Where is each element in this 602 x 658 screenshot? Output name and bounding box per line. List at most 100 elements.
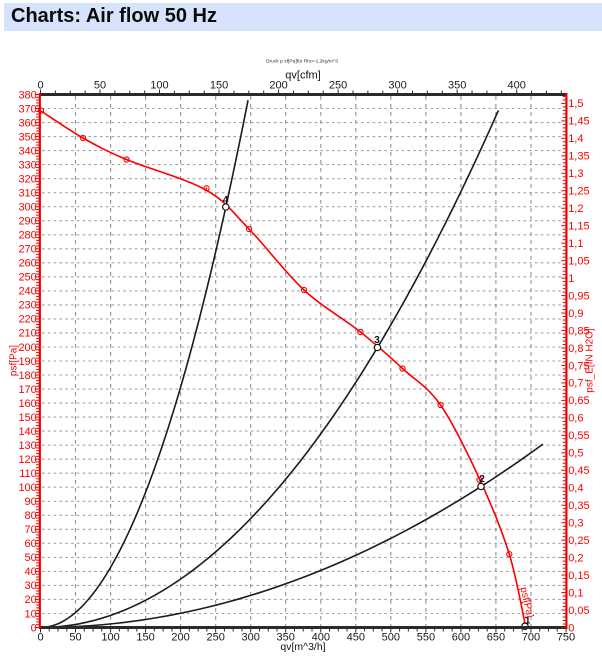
svg-text:100: 100 bbox=[18, 482, 36, 494]
svg-text:400: 400 bbox=[312, 632, 330, 644]
svg-text:220: 220 bbox=[18, 314, 36, 326]
svg-text:psf_E[IN H2O]: psf_E[IN H2O] bbox=[585, 328, 596, 393]
svg-text:60: 60 bbox=[25, 538, 37, 550]
svg-text:130: 130 bbox=[18, 440, 36, 452]
svg-text:450: 450 bbox=[347, 632, 365, 644]
svg-text:360: 360 bbox=[18, 117, 36, 129]
svg-text:300: 300 bbox=[388, 80, 406, 92]
svg-text:270: 270 bbox=[18, 244, 36, 256]
svg-text:0,45: 0,45 bbox=[568, 465, 589, 477]
svg-text:0,95: 0,95 bbox=[568, 290, 589, 302]
svg-text:280: 280 bbox=[18, 230, 36, 242]
svg-text:0,7: 0,7 bbox=[568, 378, 583, 390]
svg-text:370: 370 bbox=[18, 103, 36, 115]
svg-text:0,3: 0,3 bbox=[568, 518, 583, 530]
svg-text:200: 200 bbox=[269, 80, 287, 92]
svg-text:1,35: 1,35 bbox=[568, 151, 589, 163]
svg-text:550: 550 bbox=[417, 632, 435, 644]
svg-text:1,05: 1,05 bbox=[568, 256, 589, 268]
svg-text:1: 1 bbox=[525, 616, 531, 627]
svg-text:0,85: 0,85 bbox=[568, 325, 589, 337]
svg-text:0,05: 0,05 bbox=[568, 605, 589, 617]
svg-text:100: 100 bbox=[150, 80, 168, 92]
svg-text:90: 90 bbox=[25, 496, 37, 508]
svg-text:240: 240 bbox=[18, 286, 36, 298]
svg-text:290: 290 bbox=[18, 216, 36, 228]
svg-text:120: 120 bbox=[18, 454, 36, 466]
svg-text:190: 190 bbox=[18, 356, 36, 368]
svg-text:380: 380 bbox=[18, 89, 36, 101]
svg-text:3: 3 bbox=[374, 335, 380, 346]
svg-text:750: 750 bbox=[557, 632, 575, 644]
svg-text:250: 250 bbox=[329, 80, 347, 92]
svg-text:1,45: 1,45 bbox=[568, 116, 589, 128]
svg-text:0,8: 0,8 bbox=[568, 343, 583, 355]
svg-text:200: 200 bbox=[18, 342, 36, 354]
svg-text:160: 160 bbox=[18, 398, 36, 410]
svg-text:80: 80 bbox=[25, 510, 37, 522]
svg-text:0,9: 0,9 bbox=[568, 308, 583, 320]
svg-text:qv[cfm]: qv[cfm] bbox=[285, 70, 320, 82]
svg-text:50: 50 bbox=[69, 632, 81, 644]
svg-text:0: 0 bbox=[31, 622, 37, 634]
svg-text:0,4: 0,4 bbox=[568, 483, 583, 495]
svg-text:300: 300 bbox=[18, 202, 36, 214]
svg-text:650: 650 bbox=[487, 632, 505, 644]
svg-text:0,75: 0,75 bbox=[568, 360, 589, 372]
svg-text:700: 700 bbox=[522, 632, 540, 644]
svg-text:1,1: 1,1 bbox=[568, 238, 583, 250]
svg-text:0,5: 0,5 bbox=[568, 448, 583, 460]
svg-text:1: 1 bbox=[568, 273, 574, 285]
svg-text:180: 180 bbox=[18, 370, 36, 382]
svg-text:1,2: 1,2 bbox=[568, 203, 583, 215]
svg-text:0,25: 0,25 bbox=[568, 535, 589, 547]
svg-text:330: 330 bbox=[18, 159, 36, 171]
svg-text:230: 230 bbox=[18, 300, 36, 312]
svg-text:4: 4 bbox=[223, 195, 229, 206]
svg-text:50: 50 bbox=[94, 80, 106, 92]
svg-text:0,1: 0,1 bbox=[568, 587, 583, 599]
svg-text:260: 260 bbox=[18, 258, 36, 270]
svg-text:250: 250 bbox=[18, 272, 36, 284]
svg-text:30: 30 bbox=[25, 580, 37, 592]
svg-text:600: 600 bbox=[452, 632, 470, 644]
svg-text:0,65: 0,65 bbox=[568, 395, 589, 407]
svg-text:0,6: 0,6 bbox=[568, 413, 583, 425]
svg-text:250: 250 bbox=[207, 632, 225, 644]
svg-text:500: 500 bbox=[382, 632, 400, 644]
svg-text:1,3: 1,3 bbox=[568, 168, 583, 180]
svg-text:2: 2 bbox=[479, 474, 485, 485]
svg-text:10: 10 bbox=[25, 608, 37, 620]
svg-text:100: 100 bbox=[101, 632, 119, 644]
svg-text:0,15: 0,15 bbox=[568, 570, 589, 582]
svg-text:350: 350 bbox=[448, 80, 466, 92]
svg-text:150: 150 bbox=[210, 80, 228, 92]
svg-text:1,15: 1,15 bbox=[568, 221, 589, 233]
svg-text:20: 20 bbox=[25, 594, 37, 606]
svg-text:400: 400 bbox=[508, 80, 526, 92]
svg-text:210: 210 bbox=[18, 328, 36, 340]
svg-text:0,55: 0,55 bbox=[568, 430, 589, 442]
svg-text:340: 340 bbox=[18, 145, 36, 157]
svg-text:170: 170 bbox=[18, 384, 36, 396]
svg-text:200: 200 bbox=[171, 632, 189, 644]
svg-text:350: 350 bbox=[277, 632, 295, 644]
svg-text:psf[Pa]: psf[Pa] bbox=[9, 345, 20, 376]
svg-text:40: 40 bbox=[25, 566, 37, 578]
svg-text:0: 0 bbox=[37, 632, 43, 644]
svg-text:150: 150 bbox=[18, 412, 36, 424]
svg-text:350: 350 bbox=[18, 131, 36, 143]
svg-text:1,4: 1,4 bbox=[568, 133, 583, 145]
svg-text:310: 310 bbox=[18, 188, 36, 200]
svg-text:0,2: 0,2 bbox=[568, 552, 583, 564]
svg-text:1,5: 1,5 bbox=[568, 98, 583, 110]
svg-text:qv[m^3/h]: qv[m^3/h] bbox=[280, 641, 325, 653]
svg-text:320: 320 bbox=[18, 174, 36, 186]
svg-text:70: 70 bbox=[25, 524, 37, 536]
svg-text:0: 0 bbox=[37, 80, 43, 92]
svg-text:1,25: 1,25 bbox=[568, 186, 589, 198]
svg-text:110: 110 bbox=[19, 468, 37, 480]
svg-text:0,35: 0,35 bbox=[568, 500, 589, 512]
svg-text:50: 50 bbox=[25, 552, 37, 564]
svg-text:Druck p sf[Pa]für Rho=1,2kg/m^: Druck p sf[Pa]für Rho=1,2kg/m^3 bbox=[266, 59, 338, 65]
